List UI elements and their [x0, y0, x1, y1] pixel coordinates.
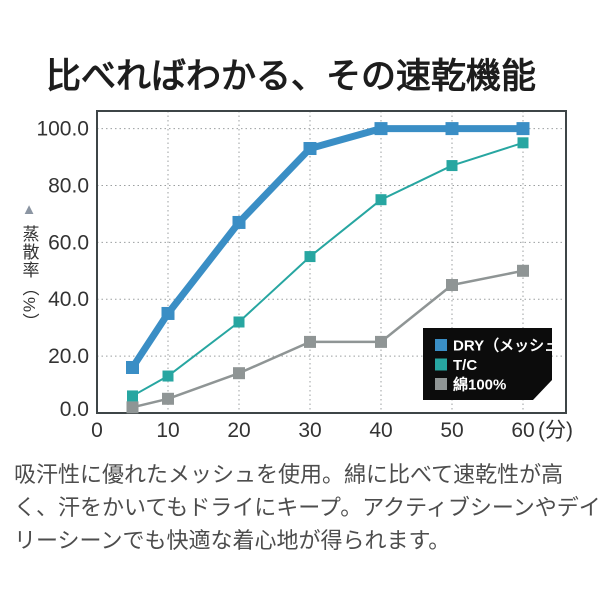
x-tick-label: 50 [440, 419, 463, 442]
legend-swatch-DRY（メッシュ） [435, 339, 447, 351]
legend-box [423, 328, 552, 400]
data-point-DRY（メッシュ） [232, 215, 246, 229]
description-line: 吸汗性に優れたメッシュを使用。綿に比べて速乾性が高 [14, 462, 564, 487]
y-axis-title: ▲ 蒸散率（%） [13, 202, 45, 331]
data-point-綿100% [304, 335, 316, 348]
data-point-綿100% [233, 367, 245, 380]
x-tick-label: 60 [511, 419, 534, 442]
page-title: 比べればわかる、その速乾機能 [46, 57, 537, 96]
data-point-T/C [162, 370, 174, 382]
y-tick-label: 60.0 [48, 231, 89, 254]
legend-label: DRY（メッシュ） [453, 337, 574, 355]
data-point-T/C [127, 390, 138, 402]
legend-swatch-綿100% [435, 378, 447, 390]
data-point-DRY（メッシュ） [161, 306, 175, 320]
data-point-綿100% [375, 335, 387, 348]
y-tick-label: 0.0 [60, 398, 89, 421]
description-text: 吸汗性に優れたメッシュを使用。綿に比べて速乾性が高く、汗をかいてもドライにキープ… [14, 458, 600, 557]
data-point-T/C [517, 137, 529, 149]
x-tick-label: 40 [369, 419, 392, 442]
legend-swatch-T/C [435, 358, 447, 371]
y-axis-title-text: 蒸散率（%） [19, 225, 39, 332]
data-point-DRY（メッシュ） [303, 142, 317, 156]
legend-label: 綿100% [453, 376, 506, 394]
legend-label: T/C [453, 357, 477, 374]
data-point-T/C [446, 160, 458, 172]
data-point-綿100% [446, 279, 458, 292]
data-point-綿100% [517, 264, 529, 277]
x-tick-label: 0 [91, 419, 103, 442]
data-point-T/C [304, 251, 316, 263]
x-tick-label: 30 [298, 419, 321, 442]
x-tick-label: 10 [156, 419, 179, 442]
y-tick-label: 100.0 [36, 118, 89, 141]
y-tick-label: 20.0 [48, 345, 89, 368]
evaporation-rate-chart: 0.0 20.0 40.0 60.0 80.0 100.0 0 10 20 30 40 50 60 (分)… [36, 110, 574, 442]
data-point-T/C [233, 316, 245, 328]
data-point-DRY（メッシュ） [126, 360, 139, 374]
description-line: く、汗をかいてもドライにキープ。アクティブシーンやデイ [14, 495, 600, 520]
y-tick-label: 80.0 [48, 174, 89, 197]
data-point-綿100% [162, 392, 174, 405]
data-point-綿100% [126, 401, 139, 414]
description-line: リーシーンでも快適な着心地が得られます。 [14, 528, 451, 553]
triangle-up-icon: ▲ [21, 201, 37, 218]
x-axis-unit-label: (分) [538, 419, 573, 442]
data-point-DRY（メッシュ） [374, 122, 388, 136]
x-tick-label: 20 [227, 419, 250, 442]
data-point-DRY（メッシュ） [516, 122, 530, 136]
data-point-DRY（メッシュ） [445, 122, 459, 136]
data-point-T/C [375, 194, 387, 206]
plot-frame [96, 110, 567, 414]
y-tick-label: 40.0 [48, 288, 89, 311]
